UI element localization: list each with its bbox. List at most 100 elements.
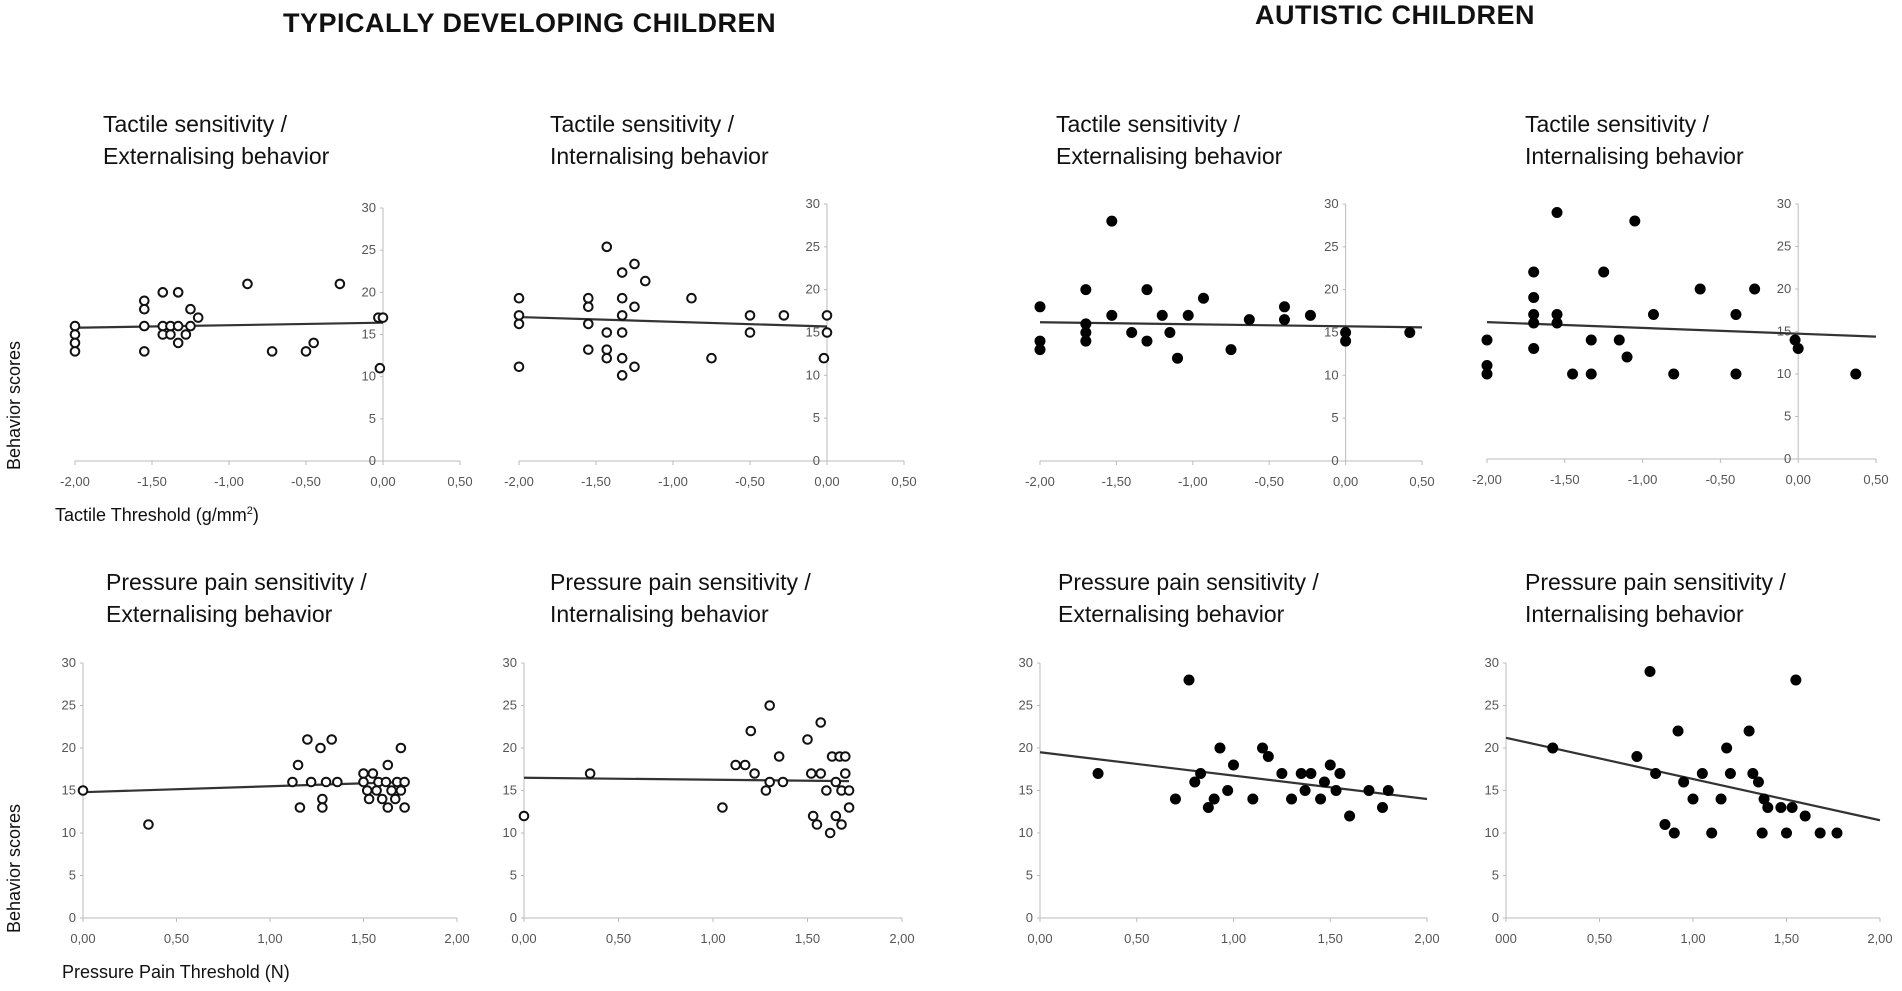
data-point: [1747, 768, 1759, 779]
data-point: [1659, 819, 1671, 830]
data-point: [77, 785, 89, 796]
x-tick-label: 1,50: [351, 931, 376, 946]
data-point: [601, 241, 613, 253]
panel-title-line1: Tactile sensitivity /: [103, 111, 288, 137]
panel-title-td-tactile-ext: Tactile sensitivity / Externalising beha…: [103, 108, 329, 172]
trend-line: [82, 780, 405, 794]
data-point: [389, 793, 401, 805]
data-point: [744, 327, 756, 338]
data-point: [382, 759, 394, 771]
panel-aut-tactile-ext: 0 5 10 15 20 25 30 -2,00 -1,50 -1,00 -0,50 0,00 0,50: [1025, 196, 1434, 489]
x-tick-label: 1,50: [795, 931, 820, 946]
y-tick-label: 10: [1777, 366, 1791, 381]
data-point: [1225, 344, 1237, 356]
y-tick-label: 20: [503, 740, 517, 755]
data-point: [840, 751, 851, 762]
y-tick-label: 5: [1331, 410, 1338, 425]
x-tick-label: -0,50: [1706, 472, 1736, 487]
trend-line: [1039, 751, 1428, 801]
panel-title-aut-pressure-ext: Pressure pain sensitivity / Externalisin…: [1058, 566, 1319, 630]
x-tick-label: -1,00: [658, 474, 688, 489]
data-point: [371, 785, 382, 796]
data-point: [292, 759, 304, 771]
data-point: [744, 310, 756, 321]
panel-title-aut-tactile-ext: Tactile sensitivity / Externalising beha…: [1056, 108, 1282, 172]
data-point: [395, 742, 407, 754]
x-tick-label: 0,00: [370, 474, 395, 489]
data-point: [180, 329, 192, 340]
data-point: [1376, 802, 1388, 813]
data-point: [1668, 368, 1680, 380]
data-point: [1799, 810, 1811, 822]
data-point: [1585, 334, 1597, 346]
data-point: [172, 320, 184, 332]
data-point: [377, 312, 389, 323]
data-point: [1318, 776, 1330, 788]
data-point: [815, 768, 827, 779]
data-point: [821, 310, 833, 321]
y-tick-label: 15: [62, 783, 76, 798]
data-point: [287, 776, 298, 788]
data-point: [367, 768, 379, 779]
data-point: [513, 310, 525, 321]
y-tick-label: 25: [806, 239, 820, 254]
data-point: [1678, 776, 1690, 788]
data-point: [300, 346, 312, 357]
data-point: [1286, 793, 1298, 805]
data-point: [317, 793, 328, 805]
trend-line: [518, 315, 828, 328]
x-tick-label: -1,00: [1178, 474, 1208, 489]
data-point: [1106, 309, 1118, 321]
data-point: [326, 734, 338, 745]
data-point: [1613, 334, 1625, 346]
trend-line: [1505, 736, 1881, 822]
data-point: [777, 776, 789, 788]
data-point: [513, 318, 525, 330]
data-point: [1092, 768, 1104, 779]
data-point: [1202, 802, 1214, 813]
data-point: [1724, 768, 1736, 779]
panel-title-line2: Externalising behavior: [106, 601, 333, 627]
data-point: [1208, 793, 1220, 805]
x-tick-label: 1,50: [1318, 931, 1343, 946]
y-tick-label: 15: [362, 327, 376, 342]
y-tick-label: 0: [1784, 451, 1791, 466]
y-tick-label: 10: [1485, 825, 1499, 840]
data-point: [1278, 301, 1290, 313]
x-tick-label: 0,50: [1409, 474, 1434, 489]
y-tick-label: 0: [813, 453, 820, 468]
data-point: [1197, 292, 1209, 304]
data-point: [818, 352, 830, 364]
data-point: [1222, 785, 1234, 796]
data-point: [1694, 283, 1706, 295]
data-point: [1598, 266, 1610, 278]
y-tick-label: 5: [1026, 868, 1033, 883]
data-point: [764, 700, 776, 711]
data-point: [363, 793, 375, 805]
panel-aut-tactile-int: 0 5 10 15 20 25 30 -2,00 -1,50 -1,00 -0,50 0,00 0,50: [1472, 196, 1888, 487]
data-point: [1730, 368, 1742, 380]
data-point: [629, 361, 640, 373]
y-tick-label: 20: [1324, 282, 1338, 297]
x-tick-label: 1,00: [1680, 931, 1705, 946]
data-point: [1080, 284, 1092, 296]
panel-td-pressure-int: 0 5 10 15 20 25 30 0,00 0,50 1,00 1,50 2,00: [503, 655, 915, 946]
data-point: [802, 734, 813, 745]
trend-line: [1039, 321, 1423, 329]
data-point: [1621, 351, 1633, 363]
data-point: [1650, 768, 1662, 779]
y-tick-label: 0: [1026, 910, 1033, 925]
data-point: [374, 362, 386, 374]
data-point: [1528, 317, 1540, 329]
data-point: [1330, 785, 1342, 796]
data-point: [773, 751, 785, 762]
panel-title-line2: Externalising behavior: [1056, 143, 1283, 169]
y-tick-label: 25: [1019, 698, 1033, 713]
y-tick-label: 20: [806, 282, 820, 297]
panel-title-line2: Externalising behavior: [1058, 601, 1285, 627]
data-point: [821, 327, 833, 338]
y-tick-label: 25: [1324, 239, 1338, 254]
x-tick-label: -1,00: [214, 474, 244, 489]
y-tick-label: 15: [1019, 783, 1033, 798]
data-point: [1551, 317, 1563, 329]
